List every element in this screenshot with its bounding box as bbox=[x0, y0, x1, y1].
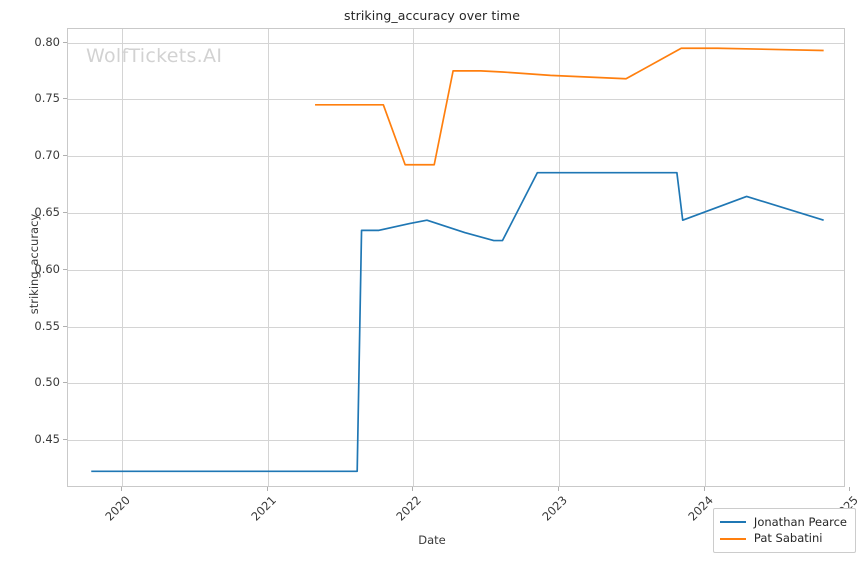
y-axis-ticks: 0.45 0.50 0.55 0.60 0.65 0.70 0.75 0.80 bbox=[0, 28, 67, 487]
y-tick-mark bbox=[63, 41, 67, 43]
x-axis-label: Date bbox=[418, 533, 446, 547]
x-axis-ticks: 202020212022202320242025 bbox=[0, 487, 864, 537]
y-tick-mark bbox=[63, 325, 67, 327]
legend-item[interactable]: Jonathan Pearce bbox=[719, 514, 847, 531]
legend-label: Jonathan Pearce bbox=[753, 514, 847, 529]
gridline-vertical bbox=[413, 29, 415, 486]
y-tick-label: 0.65 bbox=[34, 205, 60, 220]
gridline-vertical bbox=[558, 29, 560, 486]
x-tick-mark bbox=[120, 487, 122, 491]
y-tick-mark bbox=[63, 382, 67, 384]
y-tick-label: 0.45 bbox=[34, 432, 60, 447]
watermark-text: WolfTickets.AI bbox=[86, 45, 223, 67]
x-tick-mark bbox=[557, 487, 559, 491]
y-tick-label: 0.75 bbox=[34, 91, 60, 106]
x-tick-mark bbox=[849, 487, 851, 491]
gridline-horizontal bbox=[68, 326, 844, 328]
y-tick-mark bbox=[63, 212, 67, 214]
gridline-horizontal bbox=[68, 383, 844, 385]
gridline-horizontal bbox=[68, 42, 844, 44]
y-tick-label: 0.50 bbox=[34, 375, 60, 390]
y-tick-label: 0.80 bbox=[34, 34, 60, 49]
plot-area: WolfTickets.AI bbox=[67, 28, 845, 487]
gridline-horizontal bbox=[68, 99, 844, 101]
x-tick-mark bbox=[266, 487, 268, 491]
legend-color-swatch bbox=[719, 537, 746, 540]
y-axis-label: striking_accuracy bbox=[27, 213, 41, 315]
gridline-horizontal bbox=[68, 213, 844, 215]
gridline-horizontal bbox=[68, 156, 844, 158]
chart-legend[interactable]: Jonathan Pearce Pat Sabatini bbox=[712, 507, 856, 553]
x-tick-mark bbox=[703, 487, 705, 491]
y-tick-mark bbox=[63, 439, 67, 441]
gridline-horizontal bbox=[68, 440, 844, 442]
x-tick-mark bbox=[412, 487, 414, 491]
y-tick-label: 0.70 bbox=[34, 148, 60, 163]
gridline-vertical bbox=[704, 29, 706, 486]
series-line bbox=[91, 171, 824, 473]
watermark-layer: WolfTickets.AI bbox=[68, 29, 844, 486]
series-line bbox=[315, 47, 824, 166]
y-tick-label: 0.60 bbox=[34, 261, 60, 276]
series-layer bbox=[91, 47, 824, 473]
y-tick-mark bbox=[63, 268, 67, 270]
y-tick-label: 0.55 bbox=[34, 318, 60, 333]
y-tick-mark bbox=[63, 98, 67, 100]
gridline-vertical bbox=[267, 29, 269, 486]
legend-color-swatch bbox=[719, 520, 746, 523]
y-tick-mark bbox=[63, 155, 67, 157]
gridline-horizontal bbox=[68, 269, 844, 271]
chart-title: striking_accuracy over time bbox=[343, 8, 520, 23]
legend-label: Pat Sabatini bbox=[753, 531, 823, 546]
gridlines bbox=[68, 29, 844, 486]
legend-item[interactable]: Pat Sabatini bbox=[719, 530, 847, 547]
gridline-vertical bbox=[121, 29, 123, 486]
